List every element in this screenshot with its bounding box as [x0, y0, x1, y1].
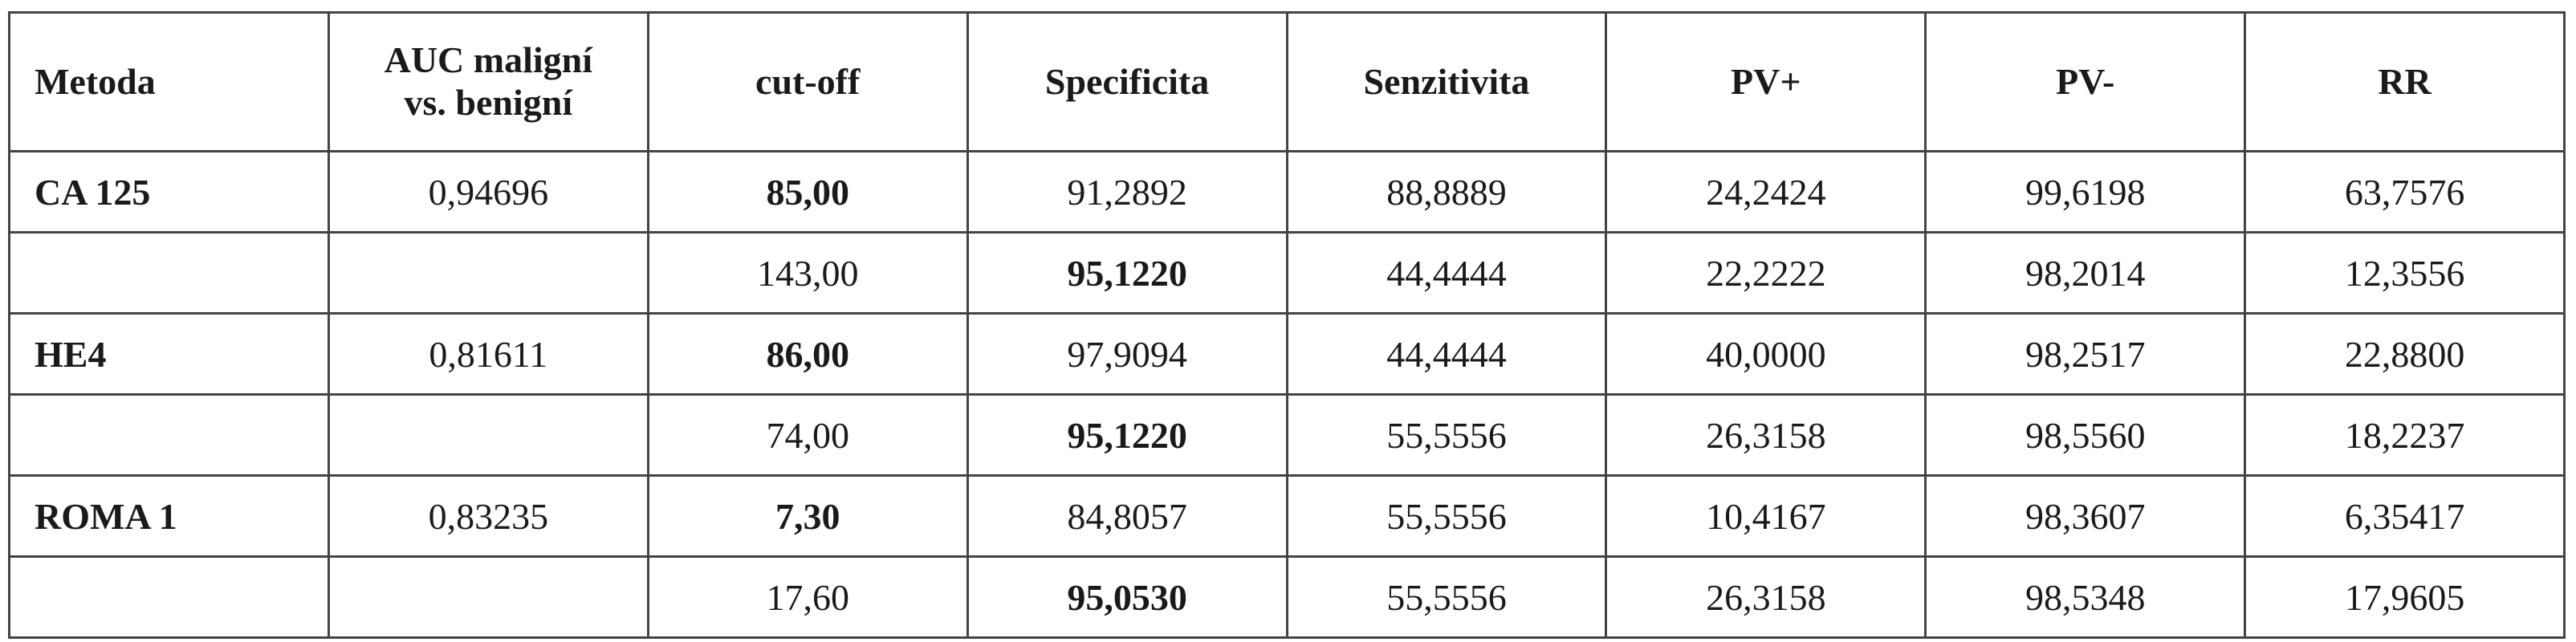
table-row: 143,00 95,1220 44,4444 22,2222 98,2014 12,355… [8, 231, 2566, 315]
auc-cell: 0,94696 [327, 150, 649, 234]
value-cell: 44,4444 [1285, 231, 1608, 315]
value-cell: 26,3158 [1605, 555, 1927, 639]
value-cell: 86,00 [646, 312, 969, 396]
value-cell: 44,4444 [1285, 312, 1608, 396]
header-row: Metoda AUC maligní vs. benigní cut-off Spec… [8, 11, 2566, 152]
method-cell [8, 231, 330, 315]
value-cell: 26,3158 [1605, 393, 1927, 477]
value-cell: 143,00 [646, 231, 969, 315]
value-cell: 22,8800 [2244, 312, 2566, 396]
auc-cell: 0,81611 [327, 312, 649, 396]
table-row: CA 125 0,94696 85,00 91,2892 88,8889 24,2424 9… [8, 150, 2566, 234]
results-table: Metoda AUC maligní vs. benigní cut-off Spec… [8, 11, 2566, 639]
value-cell: 74,00 [646, 393, 969, 477]
value-cell: 55,5556 [1285, 555, 1608, 639]
table-body: CA 125 0,94696 85,00 91,2892 88,8889 24,2424 9… [8, 150, 2566, 639]
table-row: ROMA 1 0,83235 7,30 84,8057 55,5556 10,4167 98… [8, 474, 2566, 558]
value-cell: 24,2424 [1605, 150, 1927, 234]
header-cell: Specificita [966, 11, 1288, 152]
auc-cell: 0,83235 [327, 474, 649, 558]
value-cell: 91,2892 [966, 150, 1288, 234]
auc-cell [327, 231, 649, 315]
table-header: Metoda AUC maligní vs. benigní cut-off Spec… [8, 11, 2566, 152]
method-cell [8, 393, 330, 477]
value-cell: 85,00 [646, 150, 969, 234]
value-cell: 17,60 [646, 555, 969, 639]
method-cell: ROMA 1 [8, 474, 330, 558]
value-cell: 98,5560 [1924, 393, 2247, 477]
method-cell: CA 125 [8, 150, 330, 234]
value-cell: 63,7576 [2244, 150, 2566, 234]
header-cell: PV- [1924, 11, 2247, 152]
value-cell: 55,5556 [1285, 393, 1608, 477]
value-cell: 88,8889 [1285, 150, 1608, 234]
method-cell: HE4 [8, 312, 330, 396]
value-cell: 98,3607 [1924, 474, 2247, 558]
value-cell: 95,1220 [966, 393, 1288, 477]
header-cell: RR [2244, 11, 2566, 152]
value-cell: 98,2014 [1924, 231, 2247, 315]
table-row: 74,00 95,1220 55,5556 26,3158 98,5560 18,2237 [8, 393, 2566, 477]
table-row: 17,60 95,0530 55,5556 26,3158 98,5348 17,9605 [8, 555, 2566, 639]
auc-cell [327, 393, 649, 477]
value-cell: 12,3556 [2244, 231, 2566, 315]
value-cell: 95,1220 [966, 231, 1288, 315]
table-row: HE4 0,81611 86,00 97,9094 44,4444 40,0000 98,2… [8, 312, 2566, 396]
value-cell: 7,30 [646, 474, 969, 558]
value-cell: 99,6198 [1924, 150, 2247, 234]
value-cell: 55,5556 [1285, 474, 1608, 558]
value-cell: 40,0000 [1605, 312, 1927, 396]
value-cell: 84,8057 [966, 474, 1288, 558]
header-cell: AUC maligní vs. benigní [327, 11, 649, 152]
header-cell: Senzitivita [1285, 11, 1608, 152]
value-cell: 22,2222 [1605, 231, 1927, 315]
value-cell: 98,2517 [1924, 312, 2247, 396]
method-cell [8, 555, 330, 639]
value-cell: 97,9094 [966, 312, 1288, 396]
value-cell: 10,4167 [1605, 474, 1927, 558]
auc-cell [327, 555, 649, 639]
value-cell: 95,0530 [966, 555, 1288, 639]
value-cell: 17,9605 [2244, 555, 2566, 639]
value-cell: 6,35417 [2244, 474, 2566, 558]
header-cell: Metoda [8, 11, 330, 152]
value-cell: 98,5348 [1924, 555, 2247, 639]
header-cell: cut-off [646, 11, 969, 152]
header-cell: PV+ [1605, 11, 1927, 152]
value-cell: 18,2237 [2244, 393, 2566, 477]
